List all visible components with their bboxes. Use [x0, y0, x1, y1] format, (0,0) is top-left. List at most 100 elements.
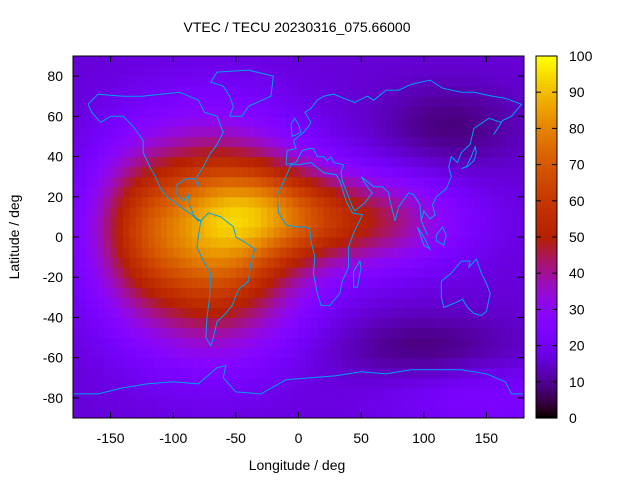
heatmap-cell [430, 307, 437, 319]
heatmap-cell [192, 126, 199, 138]
heatmap-cell [110, 196, 118, 208]
heatmap-cell [342, 216, 350, 228]
heatmap-cell [229, 86, 237, 97]
heatmap-cell [192, 106, 199, 117]
x-tick-label: -100 [159, 430, 187, 446]
coastline [285, 79, 523, 236]
heatmap-cell [129, 86, 137, 97]
heatmap-cell [135, 277, 143, 288]
heatmap-cell [73, 377, 80, 389]
heatmap-cell [386, 307, 394, 319]
heatmap-cell [386, 176, 394, 188]
heatmap-cell [104, 166, 112, 178]
heatmap-cell [511, 267, 519, 278]
heatmap-cell [91, 196, 99, 208]
heatmap-cell [85, 126, 93, 138]
heatmap-cell [235, 257, 243, 268]
heatmap-cell [373, 66, 381, 77]
heatmap-cell [486, 407, 494, 418]
heatmap-cell [436, 277, 444, 288]
heatmap-cell [185, 106, 193, 117]
heatmap-cell [417, 297, 425, 308]
heatmap-cell [154, 186, 162, 198]
heatmap-cell [85, 216, 93, 228]
heatmap-cell [173, 257, 181, 268]
colorbar-swatch [536, 161, 557, 166]
heatmap-cell [473, 56, 481, 67]
heatmap-cell [129, 56, 137, 67]
heatmap-cell [342, 76, 350, 87]
heatmap-cell [141, 126, 149, 138]
heatmap-cell [411, 257, 419, 268]
heatmap-cell [79, 307, 87, 319]
heatmap-cell [517, 257, 524, 268]
heatmap-cell [229, 337, 237, 349]
colorbar-swatch [536, 354, 557, 359]
colorbar-swatch [536, 152, 557, 157]
heatmap-cell [423, 186, 431, 198]
heatmap-cell [204, 287, 212, 298]
heatmap-cell [323, 216, 331, 228]
heatmap-cell [486, 66, 494, 77]
heatmap-cell [298, 237, 306, 248]
heatmap-cell [135, 66, 143, 77]
heatmap-cell [179, 357, 187, 369]
heatmap-cell [141, 226, 149, 238]
heatmap-cell [179, 116, 187, 127]
heatmap-cell [129, 126, 137, 138]
heatmap-cell [91, 307, 99, 319]
heatmap-cell [386, 327, 394, 339]
colorbar-swatch [536, 396, 557, 401]
heatmap-cell [461, 247, 469, 258]
heatmap-cell [160, 166, 168, 178]
heatmap-cell [480, 176, 488, 188]
heatmap-cell [148, 136, 156, 148]
heatmap-cell [505, 66, 513, 77]
heatmap-cell [210, 136, 218, 148]
heatmap-cell [411, 237, 419, 248]
heatmap-cell [473, 206, 481, 218]
heatmap-cell [442, 176, 450, 188]
heatmap-cell [304, 357, 312, 369]
heatmap-cell [480, 267, 488, 278]
heatmap-cell [110, 357, 118, 369]
heatmap-cell [185, 257, 193, 268]
heatmap-cell [505, 237, 513, 248]
heatmap-cell [329, 387, 337, 399]
heatmap-cell [461, 56, 469, 67]
heatmap-cell [166, 257, 174, 268]
heatmap-cell [267, 186, 275, 198]
heatmap-cell [436, 317, 444, 329]
heatmap-cell [361, 166, 368, 178]
heatmap-cell [329, 66, 337, 77]
heatmap-cell [254, 247, 262, 258]
heatmap-cell [430, 156, 437, 168]
heatmap-cell [442, 226, 450, 238]
heatmap-cell [98, 277, 105, 288]
heatmap-cell [292, 166, 300, 178]
heatmap-cell [386, 66, 394, 77]
heatmap-cell [505, 226, 513, 238]
heatmap-cell [267, 96, 275, 107]
heatmap-cell [354, 267, 362, 278]
heatmap-cell [354, 367, 362, 379]
heatmap-cell [116, 327, 124, 339]
heatmap-cell [498, 297, 506, 308]
heatmap-cell [486, 307, 494, 319]
heatmap-cell [361, 257, 368, 268]
heatmap-cell [279, 397, 287, 409]
heatmap-cell [116, 317, 124, 329]
heatmap-cell [292, 247, 300, 258]
heatmap-cell [342, 237, 350, 248]
heatmap-cell [248, 337, 256, 349]
heatmap-cell [511, 387, 519, 399]
heatmap-cell [273, 146, 281, 158]
heatmap-cell [423, 76, 431, 87]
heatmap-cell [348, 387, 356, 399]
heatmap-cell [210, 347, 218, 359]
heatmap-cell [498, 337, 506, 349]
heatmap-cell [279, 327, 287, 339]
heatmap-cell [141, 136, 149, 148]
heatmap-cell [498, 126, 506, 138]
